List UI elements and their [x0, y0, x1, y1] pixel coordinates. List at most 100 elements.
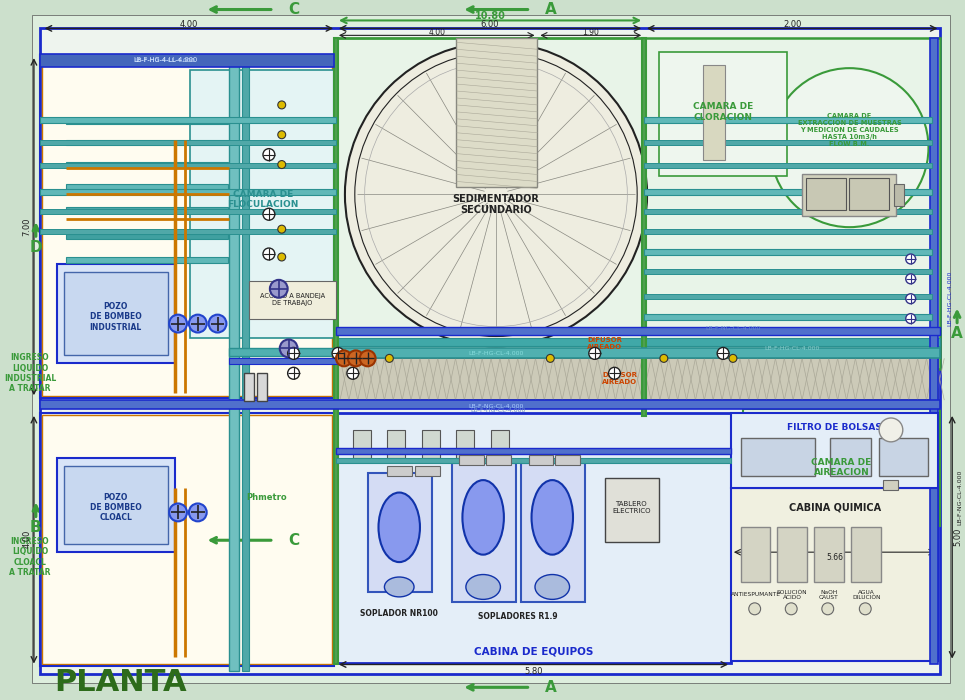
Text: CABINA DE EQUIPOS: CABINA DE EQUIPOS	[474, 647, 593, 657]
Circle shape	[906, 254, 916, 264]
Bar	[644, 209, 932, 214]
Text: CAMARA DE
CLORACION: CAMARA DE CLORACION	[693, 102, 754, 122]
Bar	[40, 190, 336, 195]
Text: 5.80: 5.80	[524, 667, 542, 676]
Circle shape	[346, 368, 359, 379]
Text: LB-F-HG-4-LL-4.000: LB-F-HG-4-LL-4.000	[135, 57, 196, 63]
Text: Phmetro: Phmetro	[247, 493, 288, 502]
Bar	[40, 400, 940, 409]
Bar	[368, 473, 431, 592]
Circle shape	[770, 68, 928, 228]
Circle shape	[717, 347, 729, 359]
Text: 5.66: 5.66	[826, 552, 843, 561]
Circle shape	[589, 347, 600, 359]
Bar	[644, 117, 932, 122]
Text: A: A	[951, 326, 963, 341]
Circle shape	[332, 347, 344, 359]
Bar	[57, 264, 175, 363]
Bar	[336, 413, 731, 664]
Text: 7.00: 7.00	[22, 218, 32, 237]
Bar	[894, 184, 904, 206]
Text: CABINA QUIMICA: CABINA QUIMICA	[788, 503, 881, 512]
Circle shape	[906, 314, 916, 323]
Text: 4.00: 4.00	[179, 20, 198, 29]
Bar	[257, 373, 267, 401]
Bar	[336, 458, 731, 463]
Circle shape	[263, 209, 275, 220]
Circle shape	[278, 160, 286, 169]
Bar	[244, 373, 254, 401]
Bar	[249, 281, 336, 318]
Circle shape	[280, 340, 297, 358]
Bar	[851, 527, 881, 582]
Bar	[242, 55, 249, 671]
Bar	[778, 527, 807, 582]
Text: SOPLADORES R1.9: SOPLADORES R1.9	[478, 612, 558, 622]
Circle shape	[660, 354, 668, 363]
Bar	[456, 430, 474, 458]
Circle shape	[906, 274, 916, 284]
Ellipse shape	[466, 575, 501, 599]
Circle shape	[860, 603, 871, 615]
Ellipse shape	[535, 575, 569, 599]
Text: DIFUSOR
AIREADO: DIFUSOR AIREADO	[602, 372, 637, 385]
Bar	[644, 190, 932, 195]
Bar	[40, 229, 336, 234]
Bar	[642, 38, 647, 416]
Text: LB-F-NG-CL-4.000: LB-F-NG-CL-4.000	[957, 470, 962, 525]
Bar	[41, 415, 332, 664]
Bar	[230, 55, 239, 671]
Text: CAMARA DE
FLOCULACION: CAMARA DE FLOCULACION	[228, 190, 298, 209]
Ellipse shape	[378, 493, 420, 562]
Bar	[40, 54, 334, 67]
Bar	[644, 314, 932, 320]
Circle shape	[278, 253, 286, 261]
Ellipse shape	[462, 480, 504, 554]
Circle shape	[336, 351, 352, 366]
Bar	[64, 466, 168, 544]
Circle shape	[208, 314, 227, 332]
Text: SOLUCIÓN
ÁCIDO: SOLUCIÓN ÁCIDO	[777, 589, 808, 601]
Bar	[452, 463, 515, 602]
Bar	[644, 294, 932, 299]
Bar	[40, 117, 336, 122]
Bar	[883, 480, 897, 489]
Text: SEDIMENTADOR
SECUNDARIO: SEDIMENTADOR SECUNDARIO	[453, 193, 539, 215]
Text: CAMARA DE
AIREACION: CAMARA DE AIREACION	[812, 458, 871, 477]
Bar	[703, 65, 725, 160]
Text: C: C	[289, 2, 300, 17]
Text: 6.00: 6.00	[481, 20, 499, 29]
Bar	[40, 55, 334, 398]
Circle shape	[263, 148, 275, 160]
Circle shape	[169, 503, 187, 522]
Bar	[741, 527, 770, 582]
Bar	[336, 38, 644, 370]
Text: ACCESO A BANDEJA
DE TRABAJO: ACCESO A BANDEJA DE TRABAJO	[260, 293, 325, 306]
Bar	[40, 209, 336, 214]
Text: ANTIESPUMANTE: ANTIESPUMANTE	[731, 592, 781, 597]
Bar	[40, 140, 336, 145]
Bar	[644, 249, 932, 255]
Circle shape	[906, 294, 916, 304]
Text: 10.80: 10.80	[475, 11, 506, 22]
Bar	[529, 455, 553, 465]
Text: 2.00: 2.00	[783, 20, 801, 29]
Bar	[802, 174, 896, 216]
Bar	[422, 430, 440, 458]
Bar	[190, 70, 336, 339]
Bar	[731, 488, 938, 662]
Bar	[849, 178, 889, 210]
Bar	[555, 455, 580, 465]
Text: FILTRO DE BOLSAS: FILTRO DE BOLSAS	[787, 424, 882, 433]
Text: DIFUSOR
AIREADO: DIFUSOR AIREADO	[587, 337, 622, 350]
Text: D: D	[30, 239, 42, 255]
Bar	[230, 358, 338, 364]
Bar	[336, 448, 731, 454]
Circle shape	[278, 131, 286, 139]
Text: 5.00: 5.00	[953, 528, 963, 547]
Text: SOPLADOR NR100: SOPLADOR NR100	[360, 609, 438, 618]
Text: POZO
DE BOMBEO
CLOACL: POZO DE BOMBEO CLOACL	[90, 493, 142, 522]
Text: A: A	[545, 2, 557, 17]
Ellipse shape	[384, 577, 414, 597]
Text: LB-F-HG-CL-4.000: LB-F-HG-CL-4.000	[948, 271, 952, 326]
